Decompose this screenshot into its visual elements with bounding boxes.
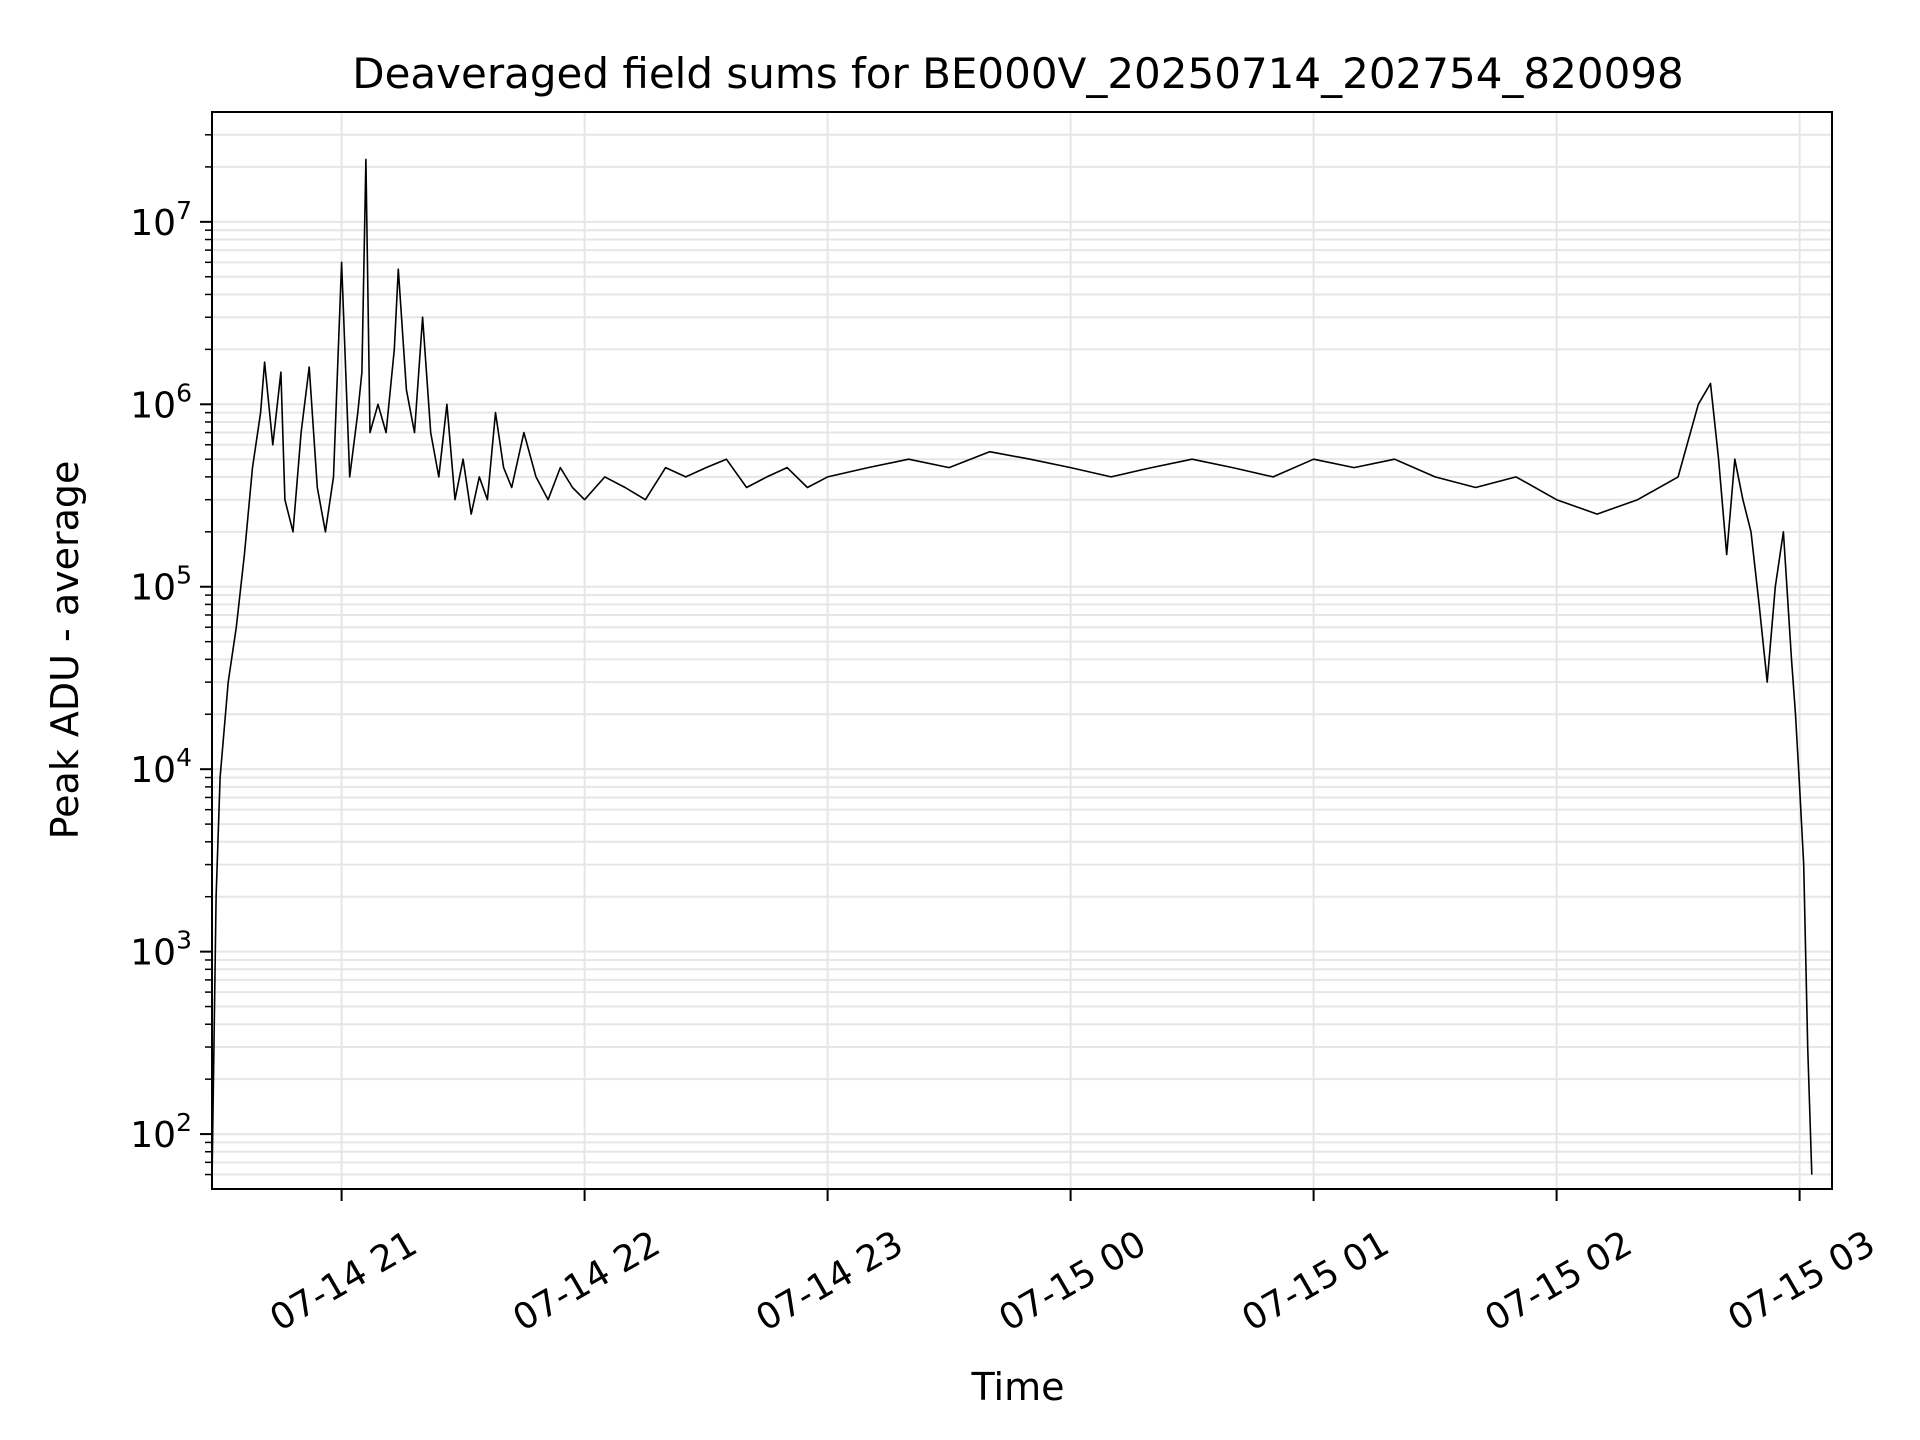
series-line bbox=[211, 158, 1813, 1182]
x-tick-label: 07-14 22 bbox=[506, 1223, 667, 1339]
x-axis-label: Time bbox=[971, 1365, 1065, 1409]
y-tick-label: 103 bbox=[130, 926, 192, 974]
x-tick-label: 07-15 01 bbox=[1235, 1223, 1396, 1339]
x-tick-label: 07-15 03 bbox=[1721, 1223, 1882, 1339]
x-tick-label: 07-14 21 bbox=[263, 1223, 424, 1339]
y-tick-label: 104 bbox=[130, 743, 192, 791]
x-tick-label: 07-15 00 bbox=[992, 1223, 1153, 1339]
y-axis: 102 103 104 105 106 107 bbox=[130, 134, 212, 1176]
x-tick-label: 07-14 23 bbox=[749, 1223, 910, 1339]
grid bbox=[212, 112, 1832, 1189]
y-axis-label: Peak ADU - average bbox=[43, 461, 87, 840]
x-tick-label: 07-15 02 bbox=[1478, 1223, 1639, 1339]
y-tick-label: 106 bbox=[130, 378, 192, 426]
chart-title: Deaveraged field sums for BE000V_2025071… bbox=[352, 49, 1684, 98]
series-layer bbox=[211, 158, 1813, 1182]
y-tick-label: 105 bbox=[130, 561, 192, 609]
x-axis: 07-14 21 07-14 22 07-14 23 07-15 00 07-15 01… bbox=[263, 1189, 1882, 1340]
y-tick-label: 107 bbox=[130, 196, 192, 244]
y-tick-label: 102 bbox=[130, 1108, 192, 1156]
plot-frame bbox=[211, 111, 1833, 1190]
